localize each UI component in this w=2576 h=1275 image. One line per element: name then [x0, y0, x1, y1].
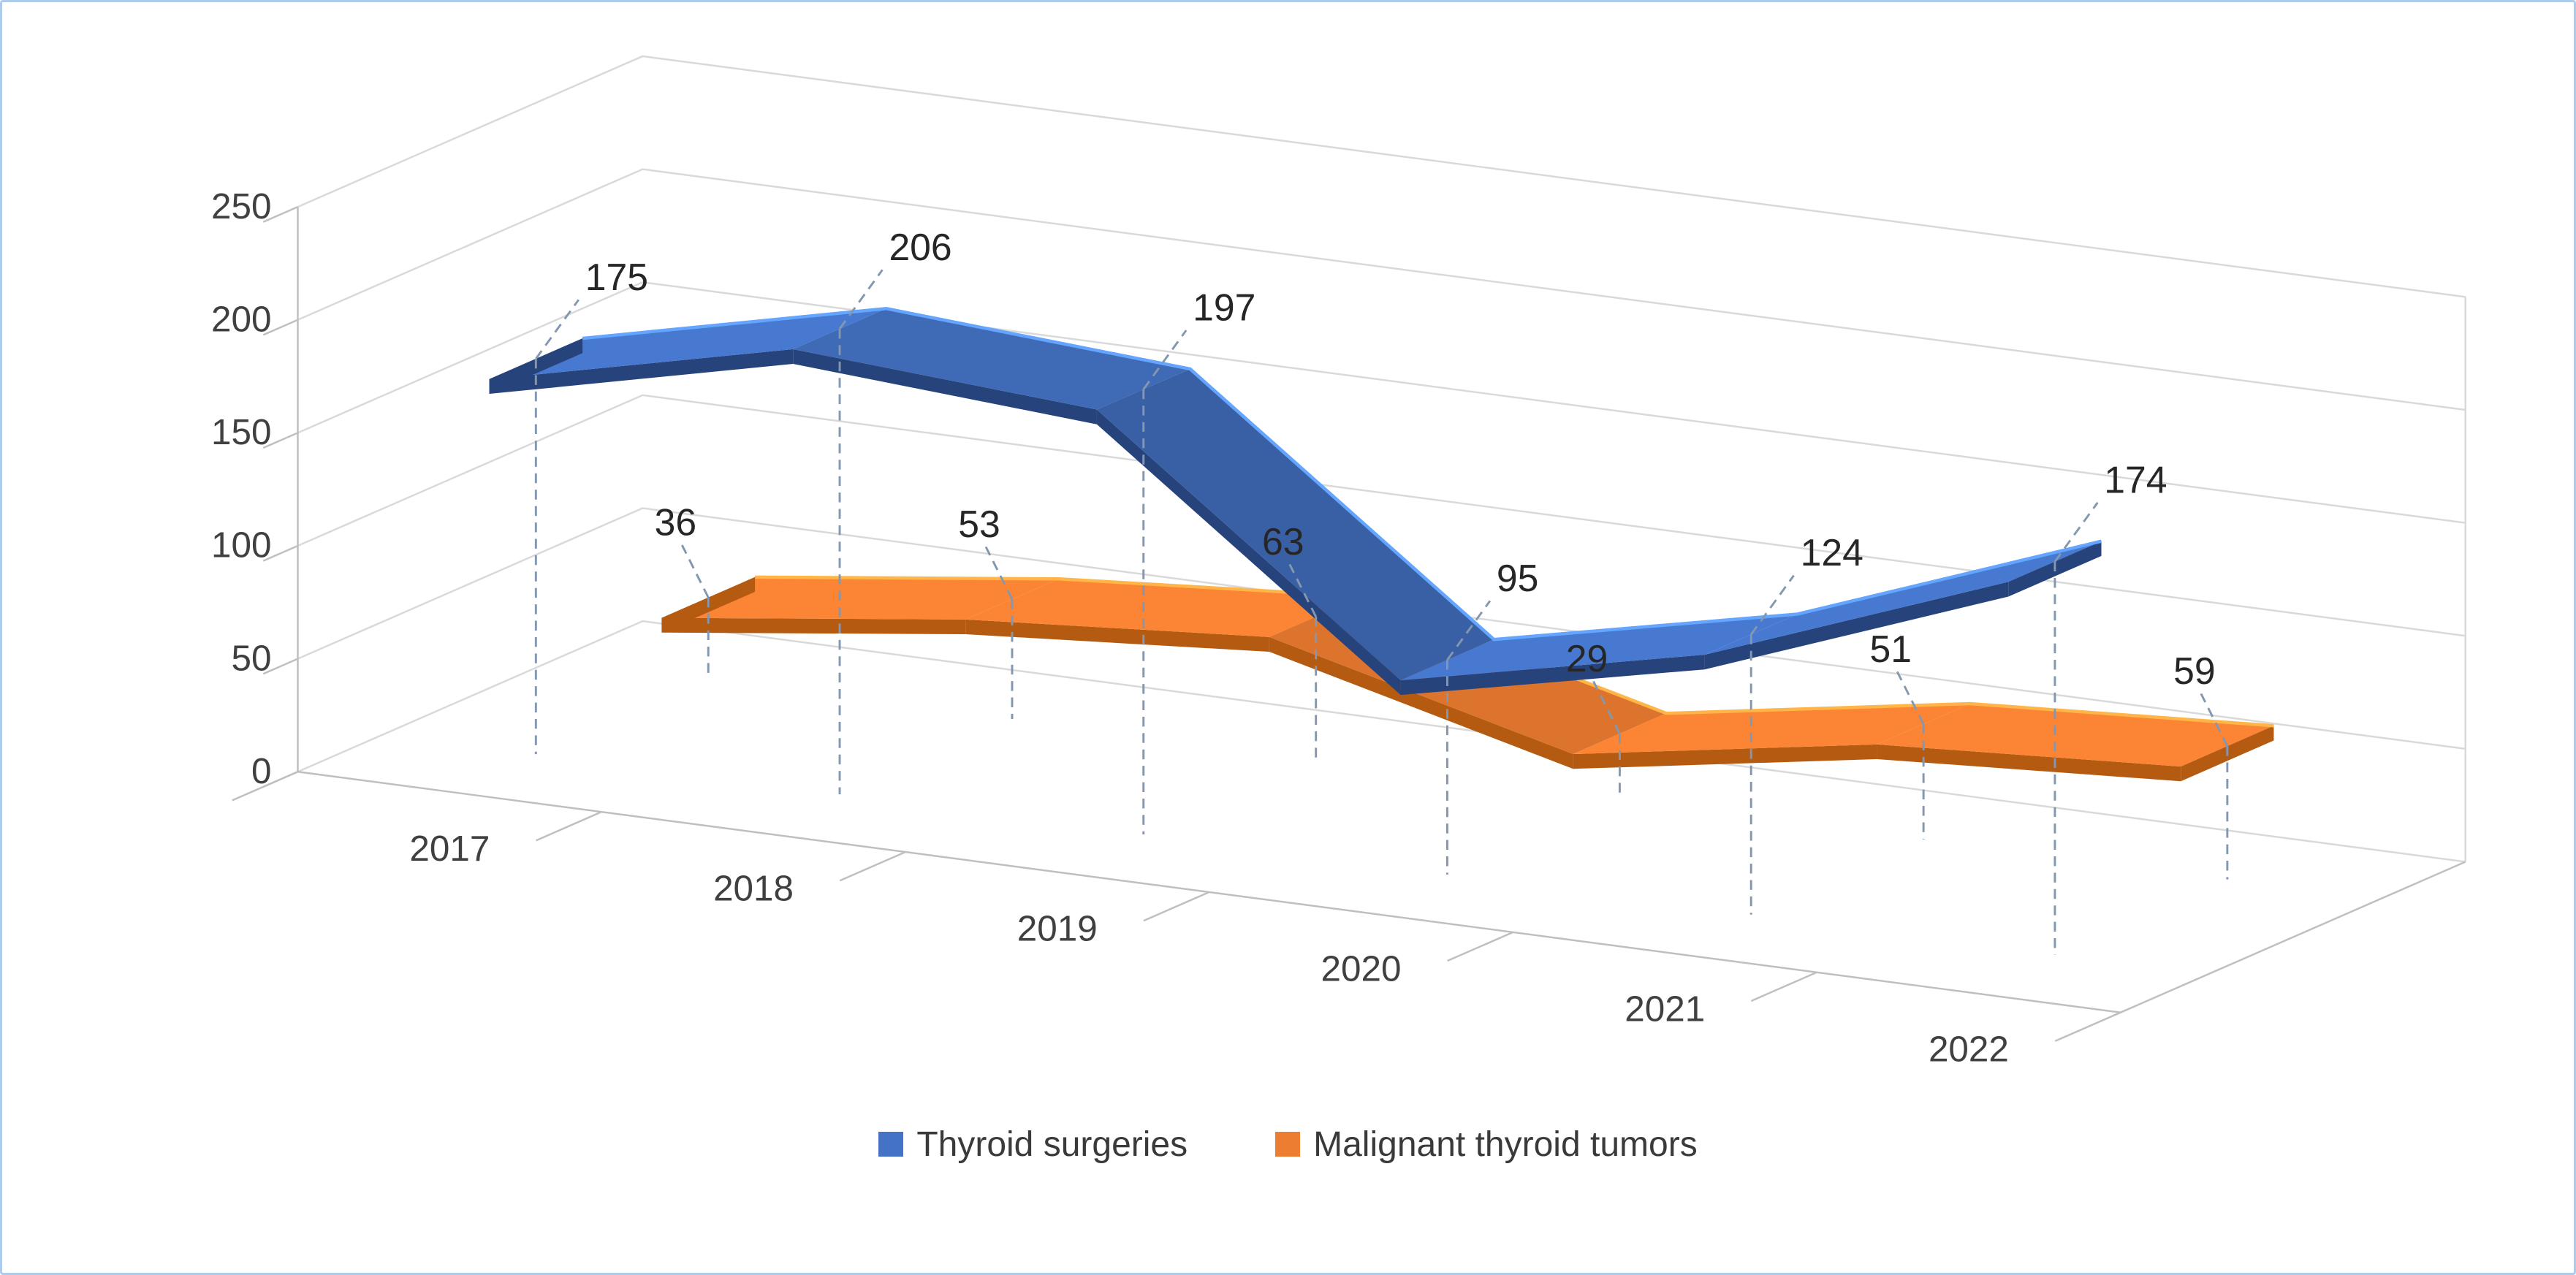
chart-legend: Thyroid surgeries Malignant thyroid tumo… — [2, 1124, 2574, 1165]
ribbon-front-face — [661, 617, 966, 635]
data-labels: 175 206 197 95 124 174 36 53 63 29 51 59 — [585, 226, 2216, 692]
ribbon-highlight-edge — [582, 307, 2102, 642]
value-axis-tick-label: 200 — [211, 299, 271, 339]
legend-label-thyroid-surgeries: Thyroid surgeries — [916, 1124, 1188, 1164]
label-leader-line — [1896, 671, 1925, 725]
ribbon-front-face — [1877, 744, 2181, 782]
value-axis-tick-label: 50 — [232, 638, 272, 678]
ribbon-top-face — [1400, 614, 1798, 680]
ribbon-top-face — [793, 308, 1190, 410]
ribbon-front-face — [965, 619, 1269, 652]
value-axis-tick-label: 0 — [251, 751, 271, 791]
label-leader-line — [1592, 680, 1621, 734]
ribbon-front-face — [1400, 655, 1705, 696]
value-axis-tick-label: 100 — [211, 525, 271, 566]
label-leader-line — [1446, 600, 1492, 661]
axis-ticks — [232, 205, 2121, 1042]
legend-item-thyroid-surgeries: Thyroid surgeries — [878, 1124, 1188, 1165]
data-label: 175 — [585, 256, 648, 298]
data-label: 206 — [889, 226, 951, 268]
data-label: 174 — [2104, 459, 2167, 501]
category-axis-tick-label: 2019 — [1017, 909, 1098, 949]
label-leader-line — [2053, 502, 2099, 563]
data-label: 95 — [1497, 557, 1538, 599]
category-axis-tick-label: 2020 — [1321, 949, 1402, 989]
category-axis-labels: 2017 2018 2019 2020 2021 2022 — [409, 829, 2009, 1069]
data-label: 63 — [1262, 520, 1304, 563]
value-axis-labels: 0 50 100 150 200 250 — [211, 186, 271, 791]
data-label: 53 — [958, 503, 1000, 545]
label-leader-line — [1288, 563, 1318, 617]
legend-label-malignant-thyroid-tumors: Malignant thyroid tumors — [1313, 1124, 1698, 1164]
label-leader-line — [1750, 574, 1795, 636]
category-axis-tick-label: 2017 — [409, 829, 490, 869]
data-label: 124 — [1801, 531, 1863, 574]
label-leader-line — [984, 546, 1014, 600]
ribbon-top-face — [1573, 704, 1970, 755]
data-label: 36 — [655, 501, 696, 544]
data-label: 197 — [1193, 286, 1255, 329]
ribbon-front-face — [1096, 409, 1401, 696]
data-label: 29 — [1566, 637, 1608, 680]
label-leader-line — [838, 269, 884, 330]
category-axis-tick-label: 2018 — [713, 869, 794, 909]
category-axis-tick-label: 2022 — [1929, 1029, 2009, 1069]
legend-item-malignant-thyroid-tumors: Malignant thyroid tumors — [1275, 1124, 1698, 1165]
ribbon-top-face — [1096, 368, 1494, 680]
legend-swatch-thyroid-surgeries — [878, 1132, 904, 1157]
category-axis-tick-label: 2021 — [1625, 989, 1705, 1029]
ribbon-front-face — [793, 349, 1097, 425]
ribbon-front-face — [1269, 636, 1573, 769]
drop-lines — [534, 269, 2229, 955]
data-label: 51 — [1869, 628, 1911, 670]
legend-swatch-malignant-thyroid-tumors — [1275, 1132, 1301, 1157]
label-leader-line — [1142, 330, 1188, 390]
data-label: 59 — [2173, 650, 2215, 692]
ribbon-top-face — [965, 579, 1363, 637]
ribbon-top-face — [661, 576, 1059, 620]
label-leader-line — [2200, 693, 2229, 747]
label-leader-line — [681, 544, 710, 598]
series-ribbon-0 — [489, 307, 2102, 696]
ribbon-top-face — [489, 308, 886, 379]
gridlines — [297, 55, 2466, 1013]
ribbon-top-face — [1704, 541, 2102, 655]
value-axis-tick-label: 150 — [211, 412, 271, 452]
ribbon-front-face — [1704, 582, 2009, 670]
label-leader-line — [535, 299, 580, 359]
ribbon-front-face — [489, 349, 794, 395]
value-axis-tick-label: 250 — [211, 186, 271, 227]
ribbon-front-face — [1573, 744, 1877, 769]
